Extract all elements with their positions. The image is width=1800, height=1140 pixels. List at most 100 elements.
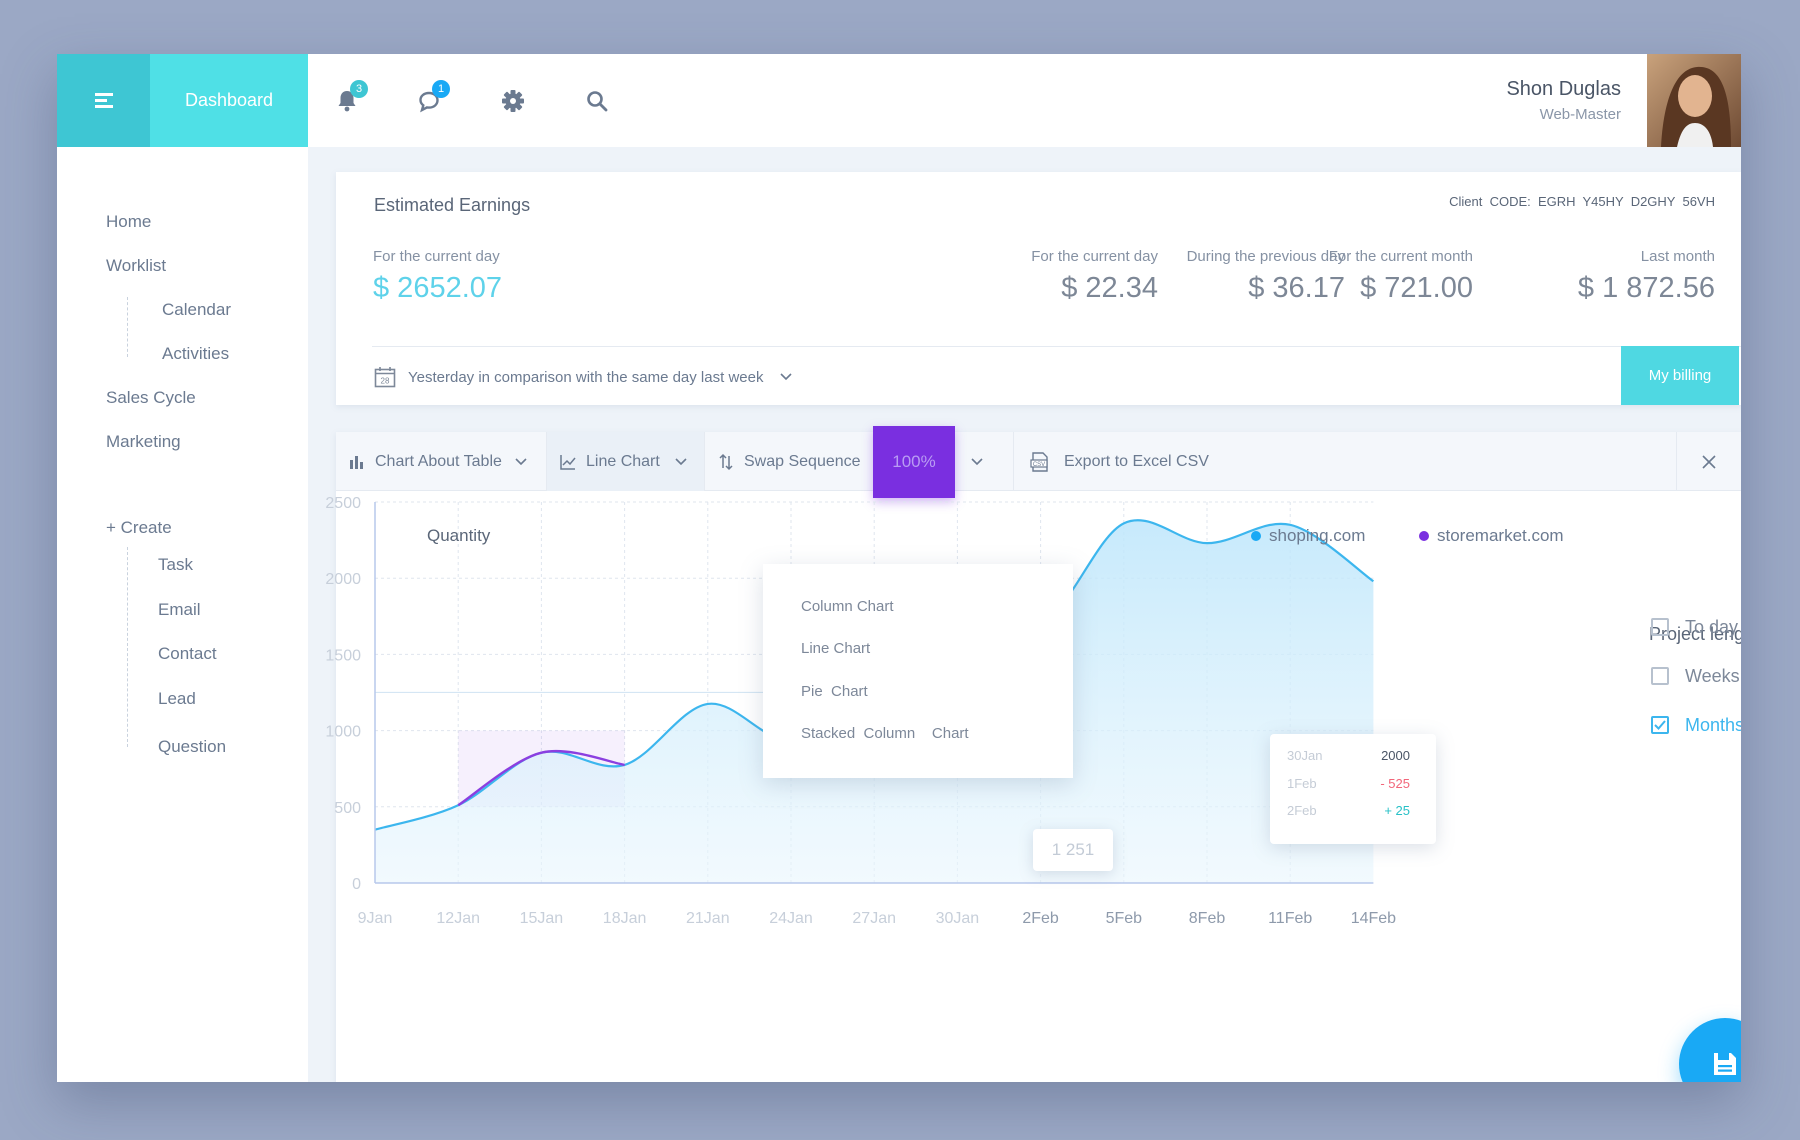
option-months[interactable]: Months [1651,714,1741,736]
chevron-down-icon [515,457,527,465]
check-icon [1654,720,1666,730]
legend-dot [1251,531,1261,541]
tooltip-value: - 525 [1380,776,1410,791]
create-button[interactable]: + Create [106,518,172,537]
comparison-tooltip: 30Jan 2000 1Feb - 525 2Feb + 25 [1270,734,1436,844]
tooltip-date: 1Feb [1287,776,1317,791]
line-chart-button[interactable]: Line Chart [547,432,704,491]
stat-value: $ 1 872.56 [1577,272,1715,304]
stat-value: $ 2652.07 [373,272,503,304]
comparison-selector[interactable]: 28 Yesterday in comparison with the same… [374,357,793,397]
swap-sequence-button[interactable]: Swap Sequence [718,432,861,491]
chart-about-table-button[interactable]: Chart About Table [349,432,528,491]
percent-button[interactable]: 100% [873,426,955,498]
close-icon [1702,454,1716,469]
option-label: Months [1685,714,1741,735]
line-chart-icon [560,454,576,470]
gear-icon [502,90,524,112]
sidebar-item-activities[interactable]: Activities [162,344,230,363]
legend-item: storemarket.com [1419,526,1564,546]
sidebar-item-calendar[interactable]: Calendar [162,300,231,319]
stat-label: For the current day [1031,248,1158,265]
submenu-line [127,297,128,357]
tooltip-date: 30Jan [1287,748,1323,763]
option-label: To day [1685,616,1739,637]
notifications-badge: 3 [350,80,368,98]
dropdown-option-line-chart[interactable]: Line Chart [801,640,871,657]
user-role: Web-Master [1539,106,1621,123]
tooltip-value: 2000 [1381,748,1410,763]
sidebar-item-home[interactable]: Home [106,212,152,231]
notifications-button[interactable]: 3 [330,80,368,118]
divider [372,346,1741,347]
messages-button[interactable]: 1 [412,80,450,118]
user-name: Shon Duglas [1506,78,1621,100]
settings-button[interactable] [496,84,530,118]
avatar[interactable] [1647,54,1741,147]
stat-value: $ 721.00 [1360,272,1473,304]
toolbar-separator [1676,432,1677,491]
create-item-question[interactable]: Question [158,737,227,756]
dropdown-option-column-chart[interactable]: Column Chart [801,598,894,615]
point-tooltip: 1 251 [1033,829,1113,871]
menu-button[interactable] [57,54,150,147]
checkbox[interactable] [1651,667,1669,685]
legend-dot [1419,531,1429,541]
messages-badge: 1 [432,80,450,98]
top-bar: 3 1 [308,54,1741,147]
csv-file-icon: CSV [1030,451,1048,472]
legend-label: shoping.com [1269,526,1366,545]
option-weeks[interactable]: Weeks [1651,665,1740,687]
checkbox[interactable] [1651,618,1669,636]
legend-item: shoping.com [1251,526,1365,546]
my-billing-button[interactable]: My billing [1621,346,1739,405]
stat-label: For the current day [373,248,500,265]
create-item-email[interactable]: Email [158,600,201,619]
sidebar-item-worklist[interactable]: Worklist [106,256,167,275]
chevron-down-icon [780,373,793,381]
create-item-task[interactable]: Task [158,555,193,574]
dropdown-option-stacked-column-chart[interactable]: Stacked Column Chart [801,725,969,742]
export-csv-button[interactable]: CSV Export to Excel CSV [1030,432,1209,491]
estimated-earnings-card: Estimated Earnings Client CODE: EGRH Y45… [336,172,1741,405]
checkbox-checked[interactable] [1651,716,1669,734]
earnings-title: Estimated Earnings [374,195,531,215]
project-length-title: Project lenght [1649,624,1741,644]
stat-label: During the previous day [1186,248,1345,265]
stat-value: $ 22.34 [1061,272,1158,304]
dashboard-tab[interactable]: Dashboard [150,54,308,147]
svg-text:CSV: CSV [1033,462,1045,468]
submenu-line [127,547,128,747]
percent-dropdown-toggle[interactable] [970,432,984,491]
chart-type-dropdown: Column Chart Line Chart Pie Chart Stacke… [763,564,1073,778]
swap-icon [719,453,733,470]
stat-value: $ 36.17 [1248,272,1345,304]
sidebar: Home Worklist Calendar Activities Sales … [57,147,308,1082]
client-code: Client CODE: EGRH Y45HY D2GHY 56VH [1449,194,1715,209]
search-icon [587,91,608,112]
search-button[interactable] [580,84,614,118]
export-csv-label: Export to Excel CSV [1064,452,1209,470]
create-item-lead[interactable]: Lead [158,689,196,708]
y-axis-title: Quantity [427,526,491,545]
chevron-down-icon [971,457,983,465]
calendar-icon: 28 [374,367,396,388]
close-chart-button[interactable] [1677,432,1741,491]
toolbar-separator [704,432,705,491]
swap-sequence-label: Swap Sequence [744,452,861,470]
dropdown-option-pie-chart[interactable]: Pie Chart [801,683,868,700]
tooltip-date: 2Feb [1287,803,1317,818]
sidebar-item-sales-cycle[interactable]: Sales Cycle [106,388,196,407]
create-item-contact[interactable]: Contact [158,644,217,663]
chat-bubble-icon [419,91,439,113]
sidebar-item-marketing[interactable]: Marketing [106,432,181,451]
tooltip-value: + 25 [1384,803,1410,818]
bar-chart-icon [350,455,363,469]
chart-toolbar: Chart About Table Line Chart Swap Sequen… [336,426,1741,498]
avatar-photo [1647,54,1741,147]
save-fab-button[interactable] [1679,1018,1741,1082]
toolbar-separator [1013,432,1014,491]
stat-label: For the current month [1328,248,1473,265]
option-today[interactable]: To day [1651,616,1738,638]
legend-label: storemarket.com [1437,526,1564,545]
